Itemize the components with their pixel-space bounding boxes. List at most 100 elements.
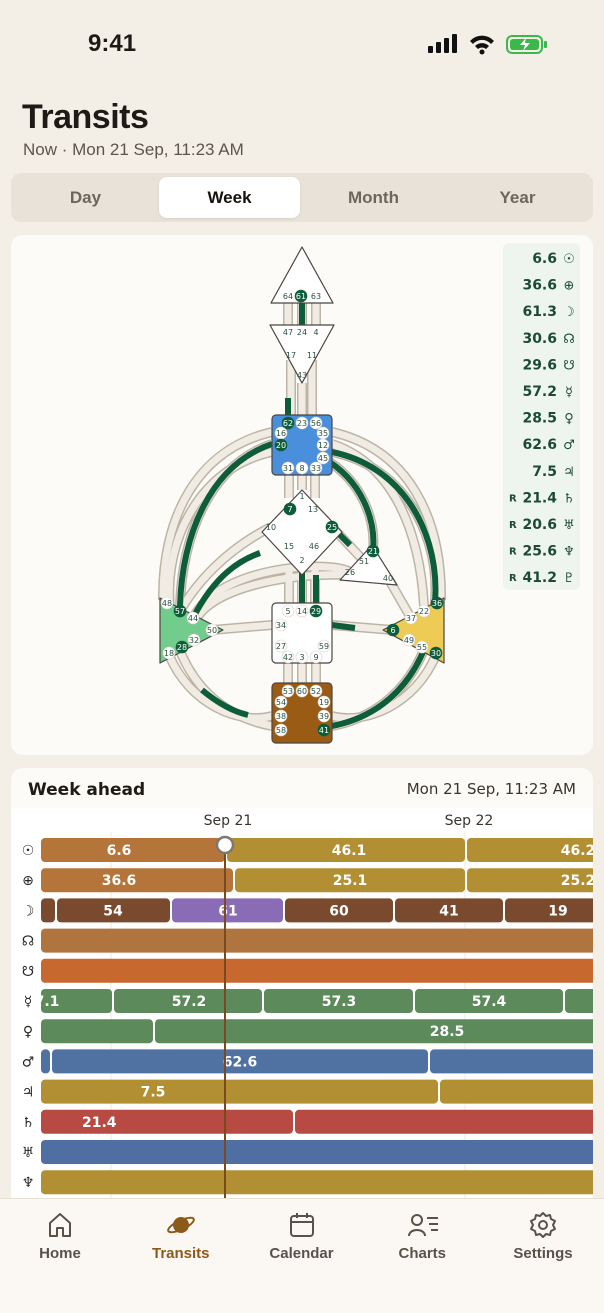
gate-marker (274, 723, 288, 737)
gate-span[interactable] (41, 1170, 593, 1195)
planet-symbol: ☉ (22, 843, 35, 859)
tab[interactable]: Day (69, 188, 102, 207)
gate-number: 9 (313, 653, 318, 662)
gate-span[interactable] (52, 1049, 428, 1074)
center (261, 489, 343, 576)
gate-span[interactable] (41, 838, 225, 862)
nav-label: Charts (398, 1245, 446, 1262)
gate-marker (309, 650, 323, 664)
gate-span[interactable] (430, 1049, 593, 1074)
gate-span-label: 46.1 (332, 843, 367, 859)
gate-span-label: 46.2 (561, 843, 593, 859)
gate-span[interactable] (395, 898, 503, 923)
gate-span[interactable] (467, 838, 593, 862)
gate-number: 32 (189, 636, 199, 645)
status-icons (428, 34, 547, 55)
gate-span-label: 7.1 (35, 994, 60, 1010)
gate-span[interactable] (467, 868, 593, 893)
gate-marker (429, 646, 443, 660)
planet-symbol: ♄ (563, 491, 575, 506)
now-marker[interactable] (215, 835, 235, 855)
planet-gate: 30.6 (522, 331, 557, 347)
gate-number: 5 (285, 607, 290, 616)
planet-symbol: ☽ (563, 305, 575, 320)
nav-item[interactable]: Transits (121, 1199, 241, 1279)
gate-span[interactable] (57, 898, 170, 923)
gate-marker (295, 650, 309, 664)
gate-marker (162, 646, 176, 660)
planet-symbol: ♂ (22, 1054, 35, 1070)
gate-span[interactable] (285, 898, 393, 923)
gate-marker (295, 416, 309, 430)
gate-number: 46 (309, 542, 319, 551)
gate-marker (295, 604, 309, 618)
gate-span-label: 28.5 (430, 1024, 465, 1040)
gate-span-label: 54 (103, 903, 123, 919)
nav-item[interactable]: Settings (483, 1199, 603, 1279)
gate-marker (274, 639, 288, 653)
gate-span[interactable] (41, 928, 593, 953)
gate-span[interactable] (155, 1019, 593, 1044)
gate-span[interactable] (565, 989, 593, 1013)
nav-icon (408, 1214, 439, 1237)
gate-span-label: 41 (439, 903, 458, 919)
gate-span[interactable] (41, 1019, 153, 1044)
gate-number: 2 (299, 556, 304, 565)
nav-item[interactable]: Home (0, 1199, 120, 1279)
gate-span[interactable] (41, 1109, 293, 1134)
gate-span-label: 61 (218, 903, 237, 919)
section-title: Week ahead (28, 780, 145, 800)
gate-marker (160, 596, 174, 610)
gate-span[interactable] (440, 1079, 593, 1104)
planet-symbol: ☽ (22, 903, 35, 919)
gate-marker (274, 438, 288, 452)
gate-number: 11 (307, 351, 317, 360)
gate-number: 36 (432, 599, 442, 608)
gate-marker (316, 451, 330, 465)
nav-item[interactable]: Charts (362, 1199, 482, 1279)
planet-gate: 62.6 (522, 437, 557, 453)
tab[interactable]: Week (159, 177, 300, 218)
planet-symbol: ☿ (24, 994, 33, 1010)
planet-symbol: ♆ (22, 1175, 35, 1191)
gate-span[interactable] (41, 989, 112, 1013)
gate-span[interactable] (41, 1049, 50, 1074)
gate-span[interactable] (41, 898, 55, 923)
gate-span[interactable] (172, 898, 283, 923)
gate-span[interactable] (415, 989, 563, 1013)
gate-span[interactable] (264, 989, 413, 1013)
retrograde-flag: R (509, 520, 517, 531)
gate-span[interactable] (235, 868, 465, 893)
gate-span-label: 7.5 (141, 1085, 166, 1101)
gate-number: 42 (283, 653, 293, 662)
gate-number: 25 (327, 523, 337, 532)
nav-item[interactable]: Calendar (242, 1199, 362, 1279)
tab[interactable]: Year (499, 188, 536, 207)
gate-marker (325, 520, 339, 534)
planet-symbol: ☿ (565, 385, 573, 400)
retrograde-flag: R (509, 573, 517, 584)
gate-span[interactable] (41, 958, 593, 983)
nav-label: Home (39, 1245, 81, 1262)
gate-marker (281, 461, 295, 475)
gate-span[interactable] (295, 1109, 593, 1134)
period-tabs: Day Week Month Year (11, 173, 593, 222)
gate-span[interactable] (227, 838, 465, 862)
nav-icon (166, 1216, 195, 1234)
planet-symbol: ☋ (22, 964, 34, 980)
gate-span[interactable] (505, 898, 593, 923)
gate-number: 28 (177, 643, 187, 652)
page-subtitle: Now · Mon 21 Sep, 11:23 AM (23, 140, 244, 159)
gate-span[interactable] (41, 868, 233, 893)
gate-number: 17 (286, 351, 296, 360)
gate-number: 48 (162, 599, 172, 608)
gate-span-label: 62.6 (223, 1054, 258, 1070)
tab[interactable]: Month (348, 188, 399, 207)
gate-number: 49 (404, 636, 414, 645)
gate-span[interactable] (41, 1079, 438, 1104)
gate-marker (173, 604, 187, 618)
gate-number: 58 (276, 726, 286, 735)
gate-number: 56 (311, 419, 321, 428)
gate-marker (281, 650, 295, 664)
gate-span[interactable] (41, 1140, 593, 1164)
